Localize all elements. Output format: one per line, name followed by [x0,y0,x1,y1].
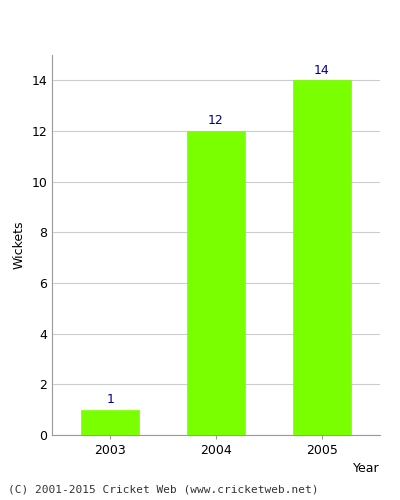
Text: (C) 2001-2015 Cricket Web (www.cricketweb.net): (C) 2001-2015 Cricket Web (www.cricketwe… [8,485,318,495]
Text: 12: 12 [208,114,224,127]
Bar [187,131,245,435]
Bar [81,410,139,435]
Text: 14: 14 [314,64,330,76]
Text: Year: Year [353,462,380,474]
Text: 1: 1 [106,393,114,406]
Bar [293,80,351,435]
Y-axis label: Wickets: Wickets [13,221,26,269]
